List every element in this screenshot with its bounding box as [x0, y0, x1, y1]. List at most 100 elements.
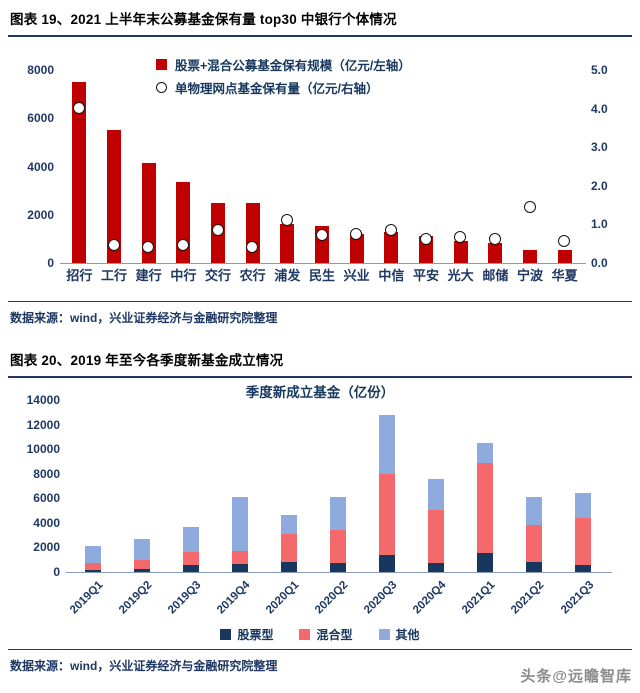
legend-item: 其他 [378, 626, 420, 643]
circle-marker [142, 241, 155, 254]
bar [141, 162, 156, 263]
stacked-bar-segment [477, 462, 494, 553]
stacked-bar-segment [575, 517, 592, 565]
x-axis-category-label: 2020Q4 [411, 579, 449, 617]
y-axis-tick: 4000 [33, 515, 60, 530]
x-axis-category-label: 2021Q2 [509, 579, 547, 617]
x-axis-category-label: 宁波 [516, 268, 543, 283]
stacked-bar-segment [182, 565, 199, 572]
y-axis-tick: 14000 [26, 393, 60, 407]
x-axis-category-label: 2019Q3 [165, 579, 204, 617]
stacked-bar-segment [428, 563, 445, 572]
x-axis-category-label: 工行 [100, 268, 127, 283]
stacked-bar-segment [379, 473, 396, 555]
y-axis-right-tick: 3.0 [591, 140, 608, 155]
y-axis-right-tick: 0.0 [591, 256, 608, 270]
stacked-bar-segment [330, 529, 346, 564]
x-axis-category-label: 2019Q4 [214, 579, 253, 617]
x-axis-category-label: 华夏 [551, 268, 578, 283]
legend-swatch [378, 629, 390, 640]
stacked-bar-segment [231, 497, 248, 552]
divider-line [8, 649, 632, 650]
divider-line [8, 301, 632, 302]
legend-item: 股票型 [220, 626, 273, 643]
y-axis-tick: 0 [53, 565, 60, 579]
stacked-bar-segment [182, 526, 199, 553]
circle-marker [558, 235, 571, 248]
circle-marker-swatch [156, 82, 167, 93]
figure19-source: 数据来源：wind，兴业证券经济与金融研究院整理 [10, 311, 278, 325]
bar [488, 242, 503, 263]
circle-marker [523, 200, 536, 213]
x-axis-category-label: 2019Q1 [67, 579, 106, 617]
x-axis-category-label: 平安 [412, 268, 439, 283]
x-axis-category-label: 兴业 [343, 268, 370, 283]
stacked-bar-segment [280, 533, 297, 563]
legend-item-circle-series: 单物理网点基金保有量（亿元/右轴） [156, 76, 411, 99]
x-axis-line [66, 572, 612, 573]
bar [557, 249, 572, 263]
x-axis-category-label: 中信 [378, 268, 405, 283]
figure19-legend: 股票+混合公募基金保有规模（亿元/左轴） 单物理网点基金保有量（亿元/右轴） [156, 53, 411, 99]
figure20-legend: 股票型 混合型 其他 [0, 626, 640, 643]
x-axis-category-label: 招行 [66, 268, 93, 283]
x-axis-category-label: 2020Q2 [313, 579, 351, 617]
stacked-bar-segment [477, 443, 494, 463]
circle-marker [315, 229, 328, 242]
x-axis-category-label: 2021Q1 [460, 579, 498, 617]
stacked-bar-segment [84, 570, 101, 572]
chart-title: 季度新成立基金（亿份） [245, 385, 395, 400]
stacked-bar-segment [575, 493, 592, 518]
x-axis-line [60, 263, 586, 264]
stacked-bar-segment [526, 525, 543, 563]
y-axis-left-tick: 2000 [27, 207, 54, 222]
y-axis-tick: 6000 [33, 491, 60, 506]
x-axis-category-label: 邮储 [482, 268, 509, 283]
watermark: 头条@远瞻智库 [520, 668, 632, 685]
figure19-header: 图表 19、2021 上半年末公募基金保有量 top30 中银行个体情况 [8, 8, 632, 37]
y-axis-right-tick: 1.0 [591, 217, 608, 232]
y-axis-right-tick: 5.0 [591, 63, 608, 77]
bar [523, 249, 537, 263]
y-axis-tick: 12000 [26, 417, 60, 432]
y-axis-tick: 2000 [33, 540, 60, 555]
circle-marker [211, 223, 224, 236]
x-axis-category-label: 2020Q3 [362, 579, 400, 617]
circle-marker [488, 233, 501, 246]
stacked-bar-segment [133, 568, 150, 572]
stacked-bar-segment [133, 539, 150, 560]
y-axis-left-tick: 8000 [27, 63, 54, 77]
legend-label-circle-series: 单物理网点基金保有量（亿元/右轴） [175, 82, 379, 96]
stacked-bar-segment [428, 509, 445, 564]
x-axis-category-label: 农行 [239, 268, 266, 283]
legend-item-bar-series: 股票+混合公募基金保有规模（亿元/左轴） [156, 53, 411, 76]
y-axis-right-tick: 2.0 [591, 178, 608, 193]
stacked-bar-segment [84, 562, 101, 571]
circle-marker [419, 233, 432, 246]
stacked-bar-segment [330, 497, 346, 530]
legend-item: 混合型 [299, 626, 353, 643]
circle-marker [384, 223, 397, 236]
stacked-bar-segment [182, 552, 199, 566]
x-axis-category-label: 中行 [170, 268, 197, 283]
legend-swatch [220, 629, 232, 640]
legend-swatch [299, 629, 311, 640]
y-axis-left-tick: 6000 [27, 111, 54, 126]
stacked-bar-segment [133, 559, 150, 569]
bar [72, 82, 87, 263]
y-axis-tick: 8000 [33, 466, 60, 481]
x-axis-category-label: 浦发 [274, 268, 301, 283]
bar [384, 231, 399, 263]
legend-label-bar-series: 股票+混合公募基金保有规模（亿元/左轴） [175, 59, 411, 73]
bar [107, 130, 121, 263]
bar [280, 223, 295, 263]
stacked-bar-segment [428, 478, 445, 510]
figure20-header: 图表 20、2019 年至今各季度新基金成立情况 [8, 349, 632, 378]
stacked-bar-segment [526, 562, 543, 572]
circle-marker [72, 102, 85, 115]
stacked-bar-segment [231, 564, 248, 572]
x-axis-category-label: 2021Q3 [558, 579, 596, 617]
x-axis-category-label: 建行 [135, 268, 162, 283]
x-axis-category-label: 民生 [308, 268, 335, 283]
circle-marker [176, 239, 189, 252]
